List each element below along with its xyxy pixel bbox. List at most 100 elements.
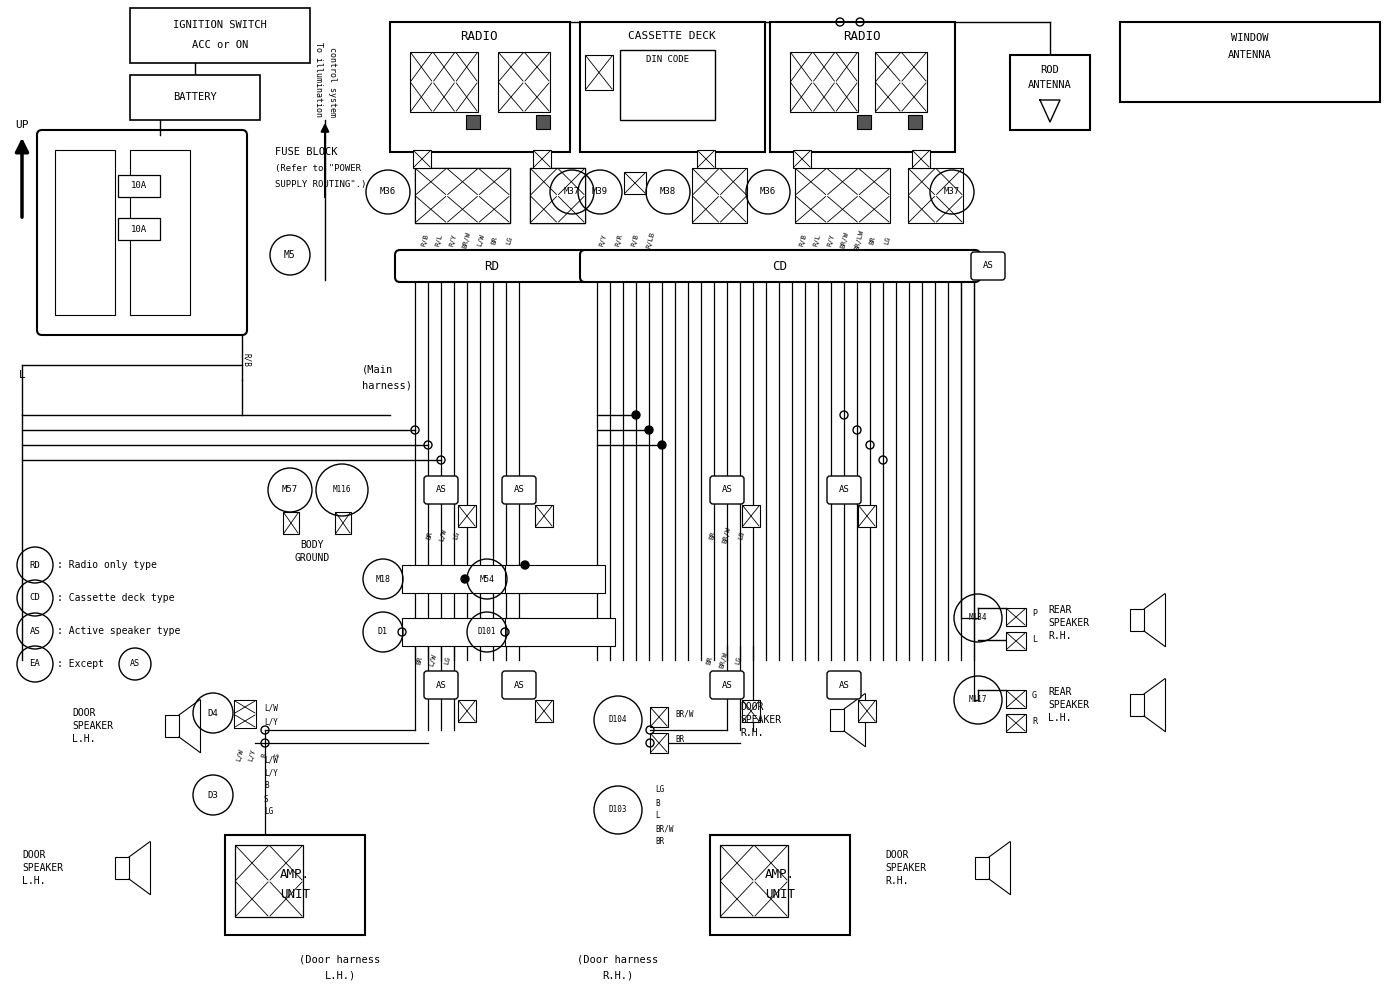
Text: B: B (656, 799, 660, 807)
Text: M134: M134 (969, 613, 987, 623)
Bar (458, 700, 476, 722)
Bar (624, 172, 646, 194)
Bar (129, 150, 189, 315)
Text: R/LB: R/LB (646, 231, 656, 249)
Text: M37: M37 (944, 187, 960, 196)
Bar (857, 115, 871, 129)
Text: M36: M36 (380, 187, 397, 196)
Bar (118, 218, 160, 240)
Text: M39: M39 (592, 187, 608, 196)
Bar (166, 715, 180, 737)
Text: harness): harness) (362, 380, 412, 390)
Text: M57: M57 (283, 485, 298, 494)
Bar (535, 700, 553, 722)
Text: R/B: R/B (242, 353, 252, 367)
Bar (129, 75, 260, 120)
Text: (Door harness: (Door harness (578, 955, 658, 965)
Text: AS: AS (514, 485, 525, 494)
FancyBboxPatch shape (827, 476, 862, 504)
Text: IGNITION SWITCH: IGNITION SWITCH (173, 20, 267, 30)
Text: AMP.: AMP. (766, 869, 795, 882)
Text: L.H.): L.H.) (324, 970, 355, 980)
Text: BR/W: BR/W (462, 231, 472, 249)
Text: RADIO: RADIO (461, 30, 498, 43)
Text: LG: LG (736, 530, 745, 540)
Bar (234, 700, 256, 728)
Text: LG: LG (443, 655, 451, 665)
Bar (692, 168, 748, 223)
Bar (505, 565, 606, 593)
Text: (Door harness: (Door harness (299, 955, 380, 965)
Bar (650, 707, 668, 727)
Text: M37: M37 (564, 187, 580, 196)
Text: M38: M38 (660, 187, 677, 196)
Bar (795, 168, 889, 223)
Text: L.H.: L.H. (22, 876, 46, 886)
Bar (1006, 714, 1026, 732)
FancyBboxPatch shape (710, 671, 743, 699)
FancyBboxPatch shape (38, 130, 246, 335)
Text: AMP.: AMP. (280, 869, 310, 882)
Text: AS: AS (29, 627, 40, 636)
Text: L/W: L/W (438, 528, 448, 542)
Text: D4: D4 (207, 708, 219, 717)
Text: R.H.: R.H. (885, 876, 909, 886)
Text: D104: D104 (608, 715, 628, 724)
Text: CD: CD (29, 593, 40, 602)
Text: REAR: REAR (1048, 687, 1072, 697)
Text: D1: D1 (379, 628, 388, 637)
Text: L/W: L/W (264, 703, 278, 712)
Bar (830, 709, 844, 731)
Text: M116: M116 (333, 485, 351, 494)
FancyBboxPatch shape (710, 476, 743, 504)
Bar (857, 505, 876, 527)
Text: UNIT: UNIT (766, 889, 795, 902)
Text: D103: D103 (608, 806, 628, 814)
Text: EA: EA (29, 660, 40, 669)
Text: L/W: L/W (264, 756, 278, 765)
Text: R.H.): R.H.) (603, 970, 633, 980)
Bar (535, 505, 553, 527)
Text: BR: BR (491, 235, 498, 245)
Text: ANTENNA: ANTENNA (1029, 80, 1072, 90)
Text: R: R (1031, 717, 1037, 726)
FancyBboxPatch shape (972, 252, 1005, 280)
Bar (742, 700, 760, 722)
Text: R/L: R/L (813, 233, 821, 247)
Text: control system: control system (327, 47, 337, 117)
Text: BR: BR (675, 735, 685, 745)
Text: LG: LG (505, 235, 514, 245)
Bar (908, 168, 963, 223)
Text: B: B (264, 782, 269, 791)
Text: BR: BR (709, 530, 717, 540)
Text: CD: CD (773, 260, 788, 273)
Bar (1130, 609, 1144, 631)
FancyBboxPatch shape (395, 250, 590, 282)
Text: AS: AS (436, 681, 447, 689)
Bar (415, 168, 509, 223)
FancyBboxPatch shape (425, 476, 458, 504)
Text: RD: RD (29, 560, 40, 569)
Bar (530, 168, 585, 223)
Text: AS: AS (436, 485, 447, 494)
Bar (533, 150, 551, 168)
Bar (498, 52, 550, 112)
Text: LG: LG (734, 655, 742, 665)
Bar (458, 505, 476, 527)
Text: BATTERY: BATTERY (173, 92, 217, 102)
Text: L/W: L/W (476, 233, 486, 247)
Text: RADIO: RADIO (844, 30, 881, 43)
Text: L/Y: L/Y (264, 769, 278, 778)
Text: BR/W: BR/W (675, 709, 693, 718)
Bar (912, 150, 930, 168)
Text: L: L (1031, 636, 1037, 645)
Text: UP: UP (15, 120, 29, 130)
Text: SPEAKER: SPEAKER (1048, 700, 1089, 710)
Text: M54: M54 (479, 574, 494, 583)
Text: L/W: L/W (429, 653, 437, 667)
Text: L/Y: L/Y (248, 748, 256, 762)
Text: L.H.: L.H. (1048, 713, 1072, 723)
Text: LG: LG (656, 786, 664, 795)
Text: S: S (274, 752, 280, 758)
FancyBboxPatch shape (503, 476, 536, 504)
